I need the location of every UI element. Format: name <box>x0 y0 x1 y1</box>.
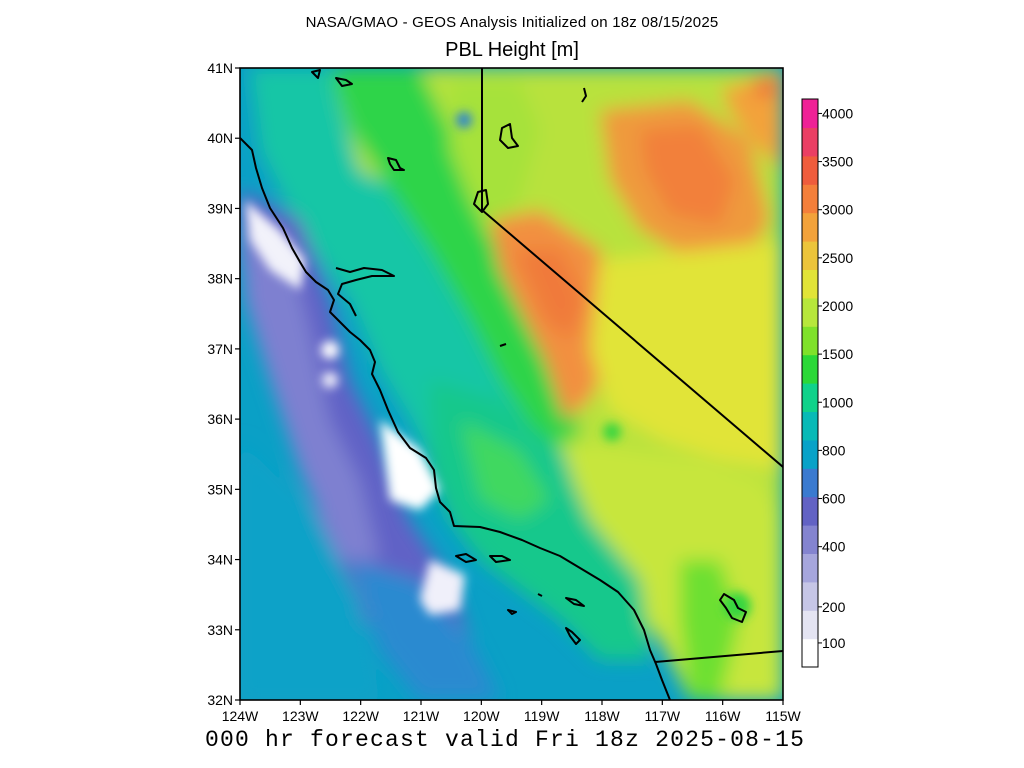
colorbar-frame <box>801 98 819 668</box>
santa-catalina-island <box>565 597 585 607</box>
colorbar-bin <box>802 525 818 554</box>
map-title: PBL Height [m] <box>445 39 579 61</box>
plot-frame <box>239 67 784 701</box>
lon-tick-label: 124W <box>222 708 259 724</box>
clear-lake <box>387 157 405 171</box>
lat-tick-label: 39N <box>207 200 233 216</box>
lon-tick-label: 121W <box>403 708 440 724</box>
latitude-axis: 41N 40N 39N 38N 37N 36N 35N 34N 33N 32N <box>207 60 240 708</box>
longitude-axis: 124W 123W 122W 121W 120W 119W 118W 117W 116W 115W <box>222 700 802 724</box>
lake-almanor <box>499 123 519 149</box>
colorbar-bin <box>802 439 818 469</box>
colorbar-tick-label: 800 <box>822 442 846 458</box>
colorbar: 100 200 400 600 800 1000 1500 2000 2500 3000 3500 4… <box>801 98 853 668</box>
colorbar-bin <box>802 269 818 299</box>
colorbar-bin <box>802 354 818 384</box>
sf-bay-delta <box>335 267 395 317</box>
lat-tick-label: 35N <box>207 481 233 497</box>
colorbar-bin <box>802 155 818 185</box>
lat-tick-label: 32N <box>207 692 233 708</box>
san-nicolas-island <box>507 609 517 615</box>
colorbar-tick-label: 2500 <box>822 250 853 266</box>
colorbar-tick-label: 1000 <box>822 394 853 410</box>
colorbar-tick-label: 400 <box>822 539 846 555</box>
colorbar-bin <box>802 581 818 611</box>
lon-tick-label: 122W <box>342 708 379 724</box>
lat-tick-label: 40N <box>207 130 233 146</box>
forecast-valid-text: 000 hr forecast valid Fri 18z 2025-08-15 <box>205 727 806 753</box>
colorbar-tick-label: 600 <box>822 491 846 507</box>
northern-lake <box>335 77 353 87</box>
lon-tick-label: 115W <box>765 708 801 724</box>
colorbar-tick-label: 100 <box>822 635 846 651</box>
colorbar-tick-label: 1500 <box>822 346 853 362</box>
goose-lake-outline <box>311 69 321 79</box>
lat-tick-label: 38N <box>207 271 233 287</box>
colorbar-bin <box>802 468 818 498</box>
colorbar-bin <box>802 553 818 583</box>
lon-tick-label: 123W <box>282 708 319 724</box>
colorbar-bin <box>802 326 818 356</box>
colorbar-bin <box>802 297 818 327</box>
pbl-height-field <box>240 68 783 700</box>
colorbar-bin <box>802 127 818 157</box>
lat-tick-label: 36N <box>207 411 233 427</box>
lon-tick-label: 119W <box>524 708 560 724</box>
lat-tick-label: 34N <box>207 552 233 568</box>
colorbar-tick-label: 3000 <box>822 202 853 218</box>
california-nevada-border <box>481 68 783 468</box>
lat-tick-label: 37N <box>207 341 233 357</box>
lon-tick-label: 117W <box>645 708 681 724</box>
lon-tick-label: 118W <box>584 708 620 724</box>
map-suptitle: NASA/GMAO - GEOS Analysis Initialized on… <box>305 14 719 31</box>
lon-tick-label: 116W <box>705 708 741 724</box>
colorbar-tick-label: 3500 <box>822 154 853 170</box>
colorbar-bin <box>802 638 818 668</box>
lon-tick-label: 120W <box>463 708 500 724</box>
reservoir <box>581 87 587 103</box>
lat-tick-label: 41N <box>207 60 233 76</box>
colorbar-bin <box>802 99 818 128</box>
colorbar-bin <box>802 411 818 441</box>
colorbar-tick-label: 4000 <box>822 105 853 121</box>
lake-tahoe <box>473 189 489 213</box>
colorbar-bin <box>802 212 818 242</box>
us-mexico-border <box>654 650 783 663</box>
colorbar-bin <box>802 496 818 526</box>
colorbar-bin <box>802 241 818 270</box>
san-clemente-island <box>565 627 581 645</box>
colorbar-bin <box>802 610 818 640</box>
colorbar-bin <box>802 184 818 214</box>
lat-tick-label: 33N <box>207 622 233 638</box>
santa-rosa-island <box>489 555 511 563</box>
san-luis-reservoir <box>499 343 507 347</box>
santa-cruz-island <box>455 553 477 563</box>
map-overlays <box>240 68 783 700</box>
colorbar-tick-label: 2000 <box>822 298 853 314</box>
salton-sea <box>719 593 747 623</box>
santa-barbara-island <box>537 593 543 597</box>
coastline <box>240 137 671 700</box>
colorbar-tick-label: 200 <box>822 599 846 615</box>
colorbar-bin <box>802 383 818 412</box>
